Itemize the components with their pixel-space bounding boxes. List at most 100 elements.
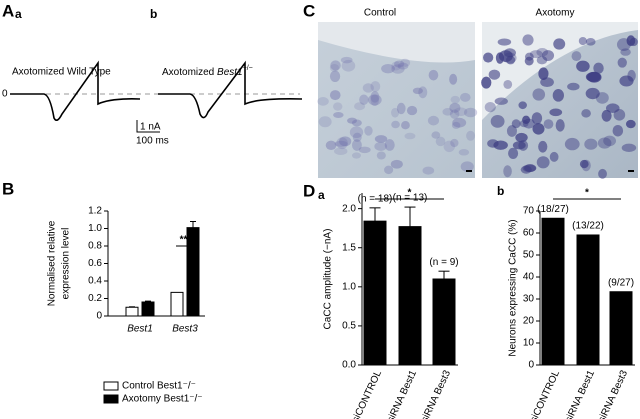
cell bbox=[318, 116, 332, 128]
cell bbox=[352, 132, 362, 142]
panel-label: a bbox=[318, 188, 325, 202]
bar bbox=[141, 301, 155, 317]
legend-label: Control Best1⁻/⁻ bbox=[122, 381, 196, 392]
y-tick-label: 40 bbox=[523, 272, 535, 283]
cell bbox=[532, 88, 546, 101]
cell bbox=[452, 117, 467, 128]
annotation: (n = 9) bbox=[429, 257, 458, 268]
scale-label: 100 ms bbox=[136, 136, 169, 147]
y-axis-label: Neurons expressing CaCC (%) bbox=[508, 219, 519, 356]
y-tick-label: 1.0 bbox=[88, 223, 102, 234]
cell bbox=[515, 132, 528, 143]
cell bbox=[412, 87, 423, 95]
cell bbox=[329, 70, 341, 83]
cell bbox=[376, 151, 386, 160]
cell bbox=[584, 138, 598, 150]
cell bbox=[431, 131, 441, 139]
y-tick-label: 20 bbox=[523, 316, 535, 327]
cell bbox=[481, 76, 492, 89]
bar bbox=[125, 306, 139, 317]
cell bbox=[334, 147, 348, 156]
cell bbox=[538, 140, 548, 153]
cell bbox=[325, 140, 337, 150]
cell bbox=[494, 97, 508, 105]
cell bbox=[370, 81, 381, 92]
x-tick-label: Best1 bbox=[127, 324, 153, 335]
cell bbox=[616, 38, 631, 51]
cell bbox=[449, 73, 458, 85]
scale-bar bbox=[466, 170, 472, 172]
cell bbox=[351, 119, 362, 127]
cell bbox=[370, 94, 379, 107]
cell bbox=[352, 139, 362, 151]
bar bbox=[170, 291, 184, 317]
cell bbox=[532, 123, 545, 135]
cell bbox=[564, 137, 580, 151]
text: Axotomized bbox=[162, 67, 217, 78]
cell bbox=[536, 156, 550, 169]
cell bbox=[553, 38, 566, 50]
text: Best1 bbox=[217, 67, 243, 78]
cell bbox=[391, 61, 401, 71]
cell bbox=[334, 140, 348, 147]
bar bbox=[432, 278, 456, 366]
panel-label: D bbox=[303, 181, 315, 200]
cell bbox=[463, 107, 478, 118]
cell bbox=[581, 159, 591, 172]
y-tick-label: 50 bbox=[523, 250, 535, 261]
y-axis-label: Normalised relative bbox=[47, 220, 58, 306]
cell bbox=[401, 121, 410, 130]
cell bbox=[497, 38, 512, 46]
cell bbox=[520, 165, 532, 174]
cell bbox=[549, 151, 559, 162]
cell bbox=[502, 52, 517, 64]
cell bbox=[531, 112, 543, 125]
cell bbox=[585, 87, 600, 100]
y-tick-label: 1.5 bbox=[342, 242, 356, 253]
cell bbox=[487, 139, 499, 148]
cell bbox=[466, 130, 476, 141]
y-tick-label: 1.0 bbox=[342, 281, 356, 292]
image-title: Control bbox=[364, 8, 396, 19]
cell bbox=[358, 146, 371, 154]
cell bbox=[339, 136, 352, 147]
cell bbox=[512, 141, 526, 150]
cell bbox=[418, 86, 428, 99]
cell bbox=[585, 72, 601, 82]
y-tick-label: 0.2 bbox=[88, 293, 102, 304]
cell bbox=[603, 135, 617, 147]
panel-label: b bbox=[150, 7, 157, 21]
cell bbox=[522, 34, 534, 46]
y-tick-label: 1.2 bbox=[88, 206, 102, 217]
cells bbox=[317, 34, 638, 179]
cell bbox=[384, 139, 395, 151]
cell bbox=[362, 83, 374, 93]
cell bbox=[422, 166, 435, 175]
cell bbox=[484, 101, 496, 113]
cell bbox=[374, 135, 388, 143]
cell bbox=[364, 125, 373, 136]
x-tick-label: siRNA Best3 bbox=[596, 368, 630, 419]
panel-label: B bbox=[2, 179, 14, 198]
trace-title: Axotomized Best1−/− bbox=[162, 65, 253, 78]
cell bbox=[483, 52, 494, 63]
bar bbox=[398, 226, 422, 366]
annotation: (9/27) bbox=[608, 277, 634, 288]
cell bbox=[374, 141, 388, 151]
cell bbox=[619, 75, 634, 87]
cell bbox=[617, 57, 627, 68]
cell bbox=[329, 63, 339, 72]
tissue-edge bbox=[318, 22, 475, 63]
x-tick-label: siRNA Best1 bbox=[563, 368, 597, 419]
cell bbox=[404, 132, 416, 140]
cell bbox=[396, 102, 406, 115]
cell bbox=[330, 60, 341, 71]
panel-label: a bbox=[15, 7, 22, 21]
cell bbox=[522, 118, 535, 129]
x-tick-label: siRNA Best3 bbox=[419, 368, 453, 419]
cell bbox=[435, 136, 446, 147]
cell bbox=[597, 137, 612, 149]
cell bbox=[498, 50, 513, 63]
cell bbox=[333, 111, 344, 118]
